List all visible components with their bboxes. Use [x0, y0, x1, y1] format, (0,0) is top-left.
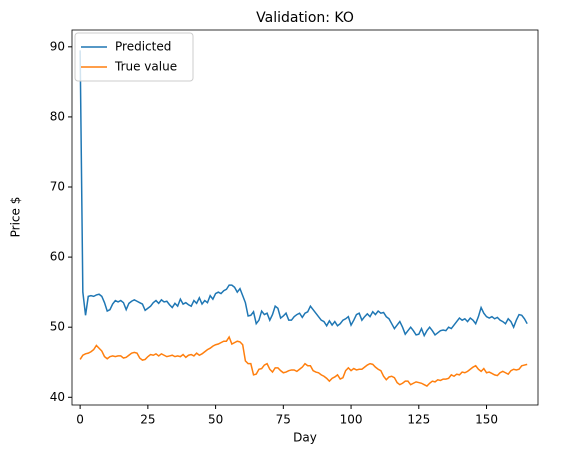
x-tick-label: 125	[407, 413, 430, 427]
x-tick-label: 75	[276, 413, 291, 427]
plot-frame	[71, 29, 539, 406]
x-axis-label: Day	[293, 431, 317, 445]
legend-box	[74, 32, 194, 82]
line-series	[79, 50, 528, 338]
x-tick-label: 150	[475, 413, 498, 427]
chart-title: Validation: KO	[256, 10, 354, 26]
y-tick-label: 50	[50, 320, 65, 334]
x-tick-label: 25	[140, 413, 155, 427]
x-tick-label: 0	[76, 413, 84, 427]
y-tick-label: 40	[50, 390, 65, 404]
y-tick-label: 60	[50, 250, 65, 264]
line-series	[79, 335, 528, 387]
legend-label: Predicted	[115, 40, 171, 54]
legend-label: True value	[114, 60, 177, 74]
y-tick-label: 90	[50, 39, 65, 53]
x-tick-label: 100	[340, 413, 363, 427]
y-axis-label: Price $	[9, 197, 23, 238]
y-tick-label: 70	[50, 180, 65, 194]
x-tick-label: 50	[208, 413, 223, 427]
y-tick-label: 80	[50, 109, 65, 123]
